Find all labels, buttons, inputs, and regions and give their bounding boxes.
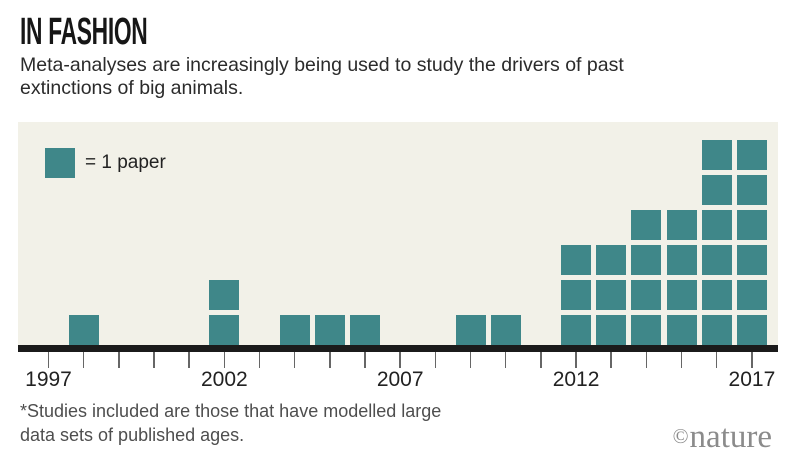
unit-square-2016 bbox=[701, 245, 732, 275]
unit-square-2017 bbox=[736, 245, 767, 275]
axis-tick bbox=[188, 352, 190, 368]
axis-tick bbox=[434, 352, 437, 368]
unit-square-2013 bbox=[596, 315, 627, 345]
unit-square-2013 bbox=[596, 280, 627, 310]
axis-tick bbox=[329, 352, 331, 368]
axis-tick bbox=[82, 352, 85, 368]
axis-tick bbox=[47, 352, 50, 368]
unit-square-2013 bbox=[596, 245, 627, 275]
axis-tick bbox=[575, 352, 577, 368]
copyright-icon: © bbox=[672, 424, 689, 448]
unit-square-2017 bbox=[736, 140, 767, 170]
unit-square-2016 bbox=[701, 175, 732, 205]
unit-square-2015 bbox=[666, 245, 697, 275]
unit-square-2005 bbox=[314, 315, 345, 345]
unit-square-2002 bbox=[209, 280, 240, 310]
unit-square-2010 bbox=[490, 315, 521, 345]
unit-square-2009 bbox=[455, 315, 486, 345]
unit-square-2016 bbox=[701, 315, 732, 345]
unit-square-2015 bbox=[666, 280, 697, 310]
axis-label-2007: 2007 bbox=[376, 368, 424, 391]
unit-square-2012 bbox=[561, 245, 592, 275]
axis-tick bbox=[364, 352, 366, 368]
axis-label-2012: 2012 bbox=[552, 368, 600, 391]
axis-tick bbox=[680, 352, 683, 368]
axis-tick bbox=[153, 352, 155, 368]
axis-label-2017: 2017 bbox=[728, 368, 776, 391]
unit-square-2017 bbox=[736, 315, 767, 345]
x-axis bbox=[18, 345, 778, 352]
unit-square-2017 bbox=[736, 175, 767, 205]
unit-square-2006 bbox=[350, 315, 381, 345]
axis-tick bbox=[399, 352, 401, 368]
unit-square-2015 bbox=[666, 315, 697, 345]
legend-swatch-square-icon bbox=[45, 148, 75, 178]
nature-logo-text: nature bbox=[689, 419, 772, 455]
unit-square-2012 bbox=[561, 315, 592, 345]
nature-logo: ©nature bbox=[673, 418, 772, 455]
axis-tick bbox=[645, 352, 648, 368]
axis-tick bbox=[258, 352, 261, 368]
axis-tick bbox=[715, 352, 718, 368]
chart-title: IN FASHION bbox=[20, 11, 148, 53]
axis-tick bbox=[469, 352, 472, 368]
unit-square-2017 bbox=[736, 280, 767, 310]
unit-square-2015 bbox=[666, 210, 697, 240]
chart-subtitle: Meta-analyses are increasingly being use… bbox=[20, 54, 624, 99]
unit-square-2016 bbox=[701, 210, 732, 240]
axis-label-1997: 1997 bbox=[25, 368, 72, 391]
unit-square-2016 bbox=[701, 140, 732, 170]
unit-square-2017 bbox=[736, 210, 767, 240]
axis-label-2002: 2002 bbox=[200, 368, 248, 391]
axis-tick bbox=[751, 352, 753, 368]
axis-tick bbox=[540, 352, 542, 368]
unit-square-2014 bbox=[631, 210, 662, 240]
axis-tick bbox=[610, 352, 612, 368]
axis-tick bbox=[118, 352, 120, 368]
axis-tick bbox=[504, 352, 507, 368]
unit-square-2012 bbox=[561, 280, 592, 310]
unit-square-1998 bbox=[68, 315, 99, 345]
unit-square-2004 bbox=[279, 315, 310, 345]
unit-square-2002 bbox=[209, 315, 240, 345]
axis-tick bbox=[223, 352, 226, 368]
unit-square-2014 bbox=[631, 245, 662, 275]
unit-square-2016 bbox=[701, 280, 732, 310]
unit-square-2014 bbox=[631, 280, 662, 310]
footnote: *Studies included are those that have mo… bbox=[20, 401, 442, 445]
unit-square-2014 bbox=[631, 315, 662, 345]
axis-tick bbox=[293, 352, 296, 368]
legend-label: = 1 paper bbox=[85, 152, 166, 173]
